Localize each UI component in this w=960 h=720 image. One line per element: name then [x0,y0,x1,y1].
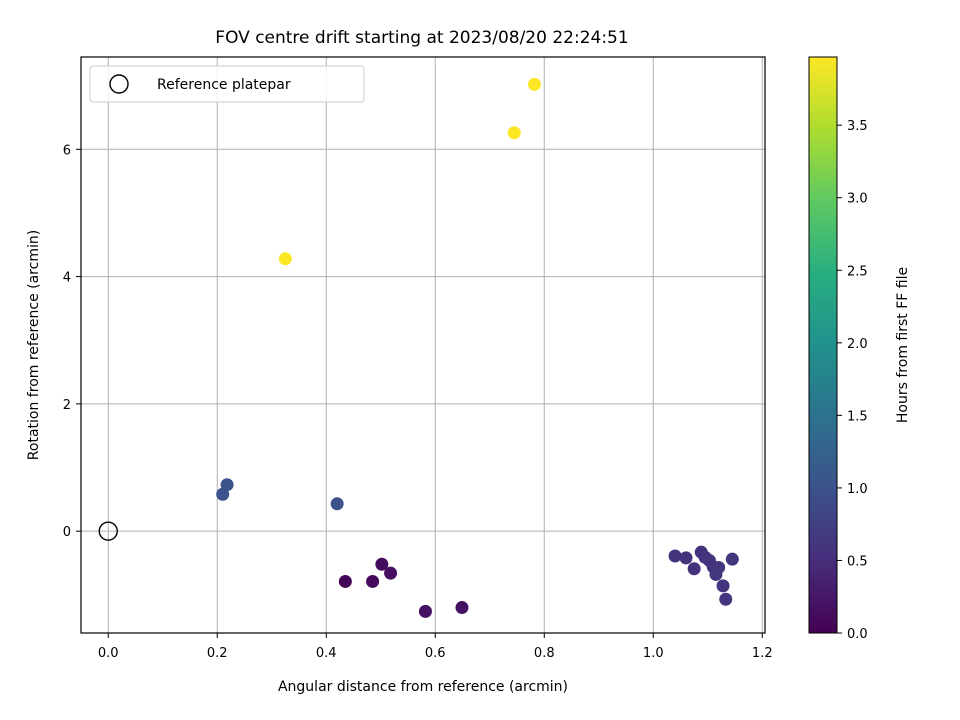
x-tick-label: 0.2 [207,646,228,661]
y-tick-label: 4 [63,271,71,286]
y-axis-label: Rotation from reference (arcmin) [26,230,42,460]
colorbar-ticks: 0.0 0.5 1.0 1.5 2.0 2.5 3.0 3.5 [837,119,868,642]
colorbar-frame [808,56,838,634]
y-tick-label: 6 [63,143,71,158]
colorbar-tick-label: 0.0 [847,627,868,642]
colorbar-tick-label: 2.0 [847,337,868,352]
x-tick-label: 1.0 [643,646,664,661]
colorbar-tick-label: 3.5 [847,119,868,134]
colorbar-tick-label: 2.5 [847,264,868,279]
colorbar-gradient [809,57,837,633]
y-tick-label: 2 [63,398,71,413]
x-tick-label: 0.8 [534,646,555,661]
data-point [455,601,469,615]
data-point [679,551,693,565]
legend: Reference platepar [89,65,365,103]
x-axis-ticks: 0.0 0.2 0.4 0.6 0.8 1.0 1.2 [98,633,773,661]
legend-marker-reference [109,74,129,94]
colorbar-tick-label: 1.5 [847,409,868,424]
data-point [719,592,733,606]
chart-title: FOV centre drift starting at 2023/08/20 … [215,28,628,48]
data-point [716,579,730,593]
colorbar: 0.0 0.5 1.0 1.5 2.0 2.5 3.0 3.5 Hours from firs… [808,56,911,642]
y-axis-ticks: 0 2 4 6 [63,143,81,540]
data-point [668,549,682,563]
colorbar-label: Hours from first FF file [895,267,911,423]
data-point [384,566,398,580]
x-tick-label: 0.0 [98,646,119,661]
data-point [330,497,344,511]
colorbar-tick-label: 1.0 [847,482,868,497]
data-point [366,574,380,588]
x-axis-label: Angular distance from reference (arcmin) [278,679,568,695]
data-point [687,562,701,576]
x-tick-label: 0.6 [425,646,446,661]
y-tick-label: 0 [63,525,71,540]
data-point [507,126,521,140]
data-point [220,478,234,492]
plot-frame [80,56,766,634]
x-tick-label: 1.2 [752,646,773,661]
x-tick-label: 0.4 [316,646,337,661]
legend-box [89,65,365,103]
legend-entry-label: Reference platepar [157,77,291,93]
data-point [712,560,726,574]
colorbar-tick-label: 3.0 [847,192,868,207]
data-points [98,77,739,618]
data-point [375,557,389,571]
grid [81,57,765,633]
data-point [725,552,739,566]
data-point [338,574,352,588]
data-point [527,77,541,91]
data-point [278,252,292,266]
colorbar-tick-label: 0.5 [847,554,868,569]
reference-marker [98,521,118,541]
data-point [418,604,432,618]
